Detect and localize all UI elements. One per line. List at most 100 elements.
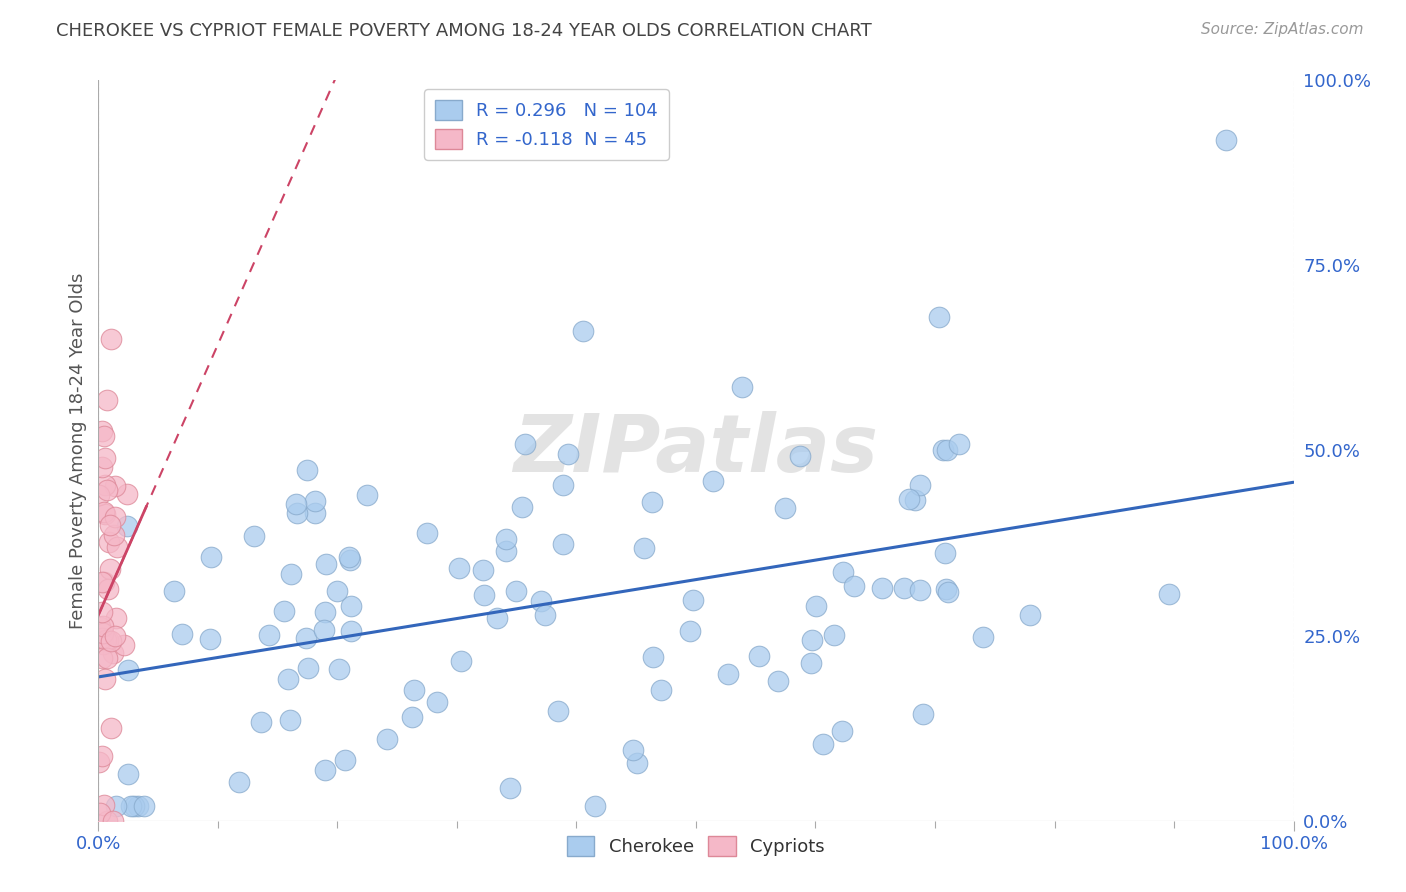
Point [831,723,853,738]
Point [908,478,931,492]
Point [98,518,121,533]
Point [104,628,127,642]
Point [1215,132,1237,146]
Point [702,475,724,489]
Point [534,607,557,622]
Point [278,713,301,727]
Point [96,650,118,665]
Point [911,707,934,722]
Point [339,599,361,613]
Point [893,581,915,595]
Point [115,487,138,501]
Point [100,332,122,346]
Legend: Cherokee, Cypriots: Cherokee, Cypriots [560,829,832,863]
Point [551,537,574,551]
Point [935,582,957,597]
Point [127,798,149,813]
Point [571,325,593,339]
Point [472,589,495,603]
Point [623,742,645,756]
Point [314,764,336,778]
Point [312,624,335,638]
Point [122,798,145,813]
Point [948,437,970,451]
Point [515,436,537,450]
Point [766,673,789,688]
Point [89,620,111,634]
Point [228,774,250,789]
Point [91,625,114,640]
Point [117,767,139,781]
Point [339,553,361,567]
Point [547,704,569,718]
Point [557,446,579,460]
Point [93,505,115,519]
Point [1157,587,1180,601]
Text: ZIPatlas: ZIPatlas [513,411,879,490]
Point [100,721,122,735]
Point [304,506,326,520]
Point [285,506,308,520]
Point [90,631,112,645]
Point [682,593,704,607]
Point [117,664,139,678]
Point [200,632,222,647]
Point [842,579,865,593]
Point [583,798,606,813]
Point [93,574,115,589]
Point [89,755,111,769]
Point [495,544,517,558]
Point [486,611,509,625]
Point [100,562,122,576]
Point [626,756,648,770]
Point [96,814,118,828]
Point [280,567,302,582]
Point [449,561,471,575]
Point [731,380,754,394]
Point [650,682,672,697]
Point [505,584,527,599]
Point [100,634,122,648]
Point [93,428,115,442]
Point [115,518,138,533]
Point [97,632,120,647]
Point [471,562,494,576]
Point [717,667,740,681]
Point [800,657,823,671]
Point [243,529,266,543]
Point [87,487,110,501]
Point [314,605,336,619]
Point [801,632,824,647]
Point [928,310,950,324]
Point [273,604,295,618]
Point [105,541,128,555]
Point [748,649,770,664]
Point [633,541,655,555]
Point [679,624,702,638]
Point [104,479,127,493]
Point [94,450,117,465]
Point [304,493,326,508]
Point [375,732,398,747]
Point [328,662,350,676]
Point [90,424,112,438]
Point [553,478,575,492]
Point [936,585,959,599]
Point [132,798,155,813]
Point [426,695,449,709]
Point [402,683,425,698]
Point [103,528,125,542]
Point [811,737,834,751]
Point [870,581,893,595]
Text: Source: ZipAtlas.com: Source: ZipAtlas.com [1201,22,1364,37]
Point [93,507,115,521]
Point [450,654,472,668]
Point [277,672,299,686]
Text: CHEROKEE VS CYPRIOT FEMALE POVERTY AMONG 18-24 YEAR OLDS CORRELATION CHART: CHEROKEE VS CYPRIOT FEMALE POVERTY AMONG… [56,22,872,40]
Point [89,805,111,820]
Point [823,627,845,641]
Point [285,497,308,511]
Point [120,798,142,813]
Point [101,646,124,660]
Point [641,495,664,509]
